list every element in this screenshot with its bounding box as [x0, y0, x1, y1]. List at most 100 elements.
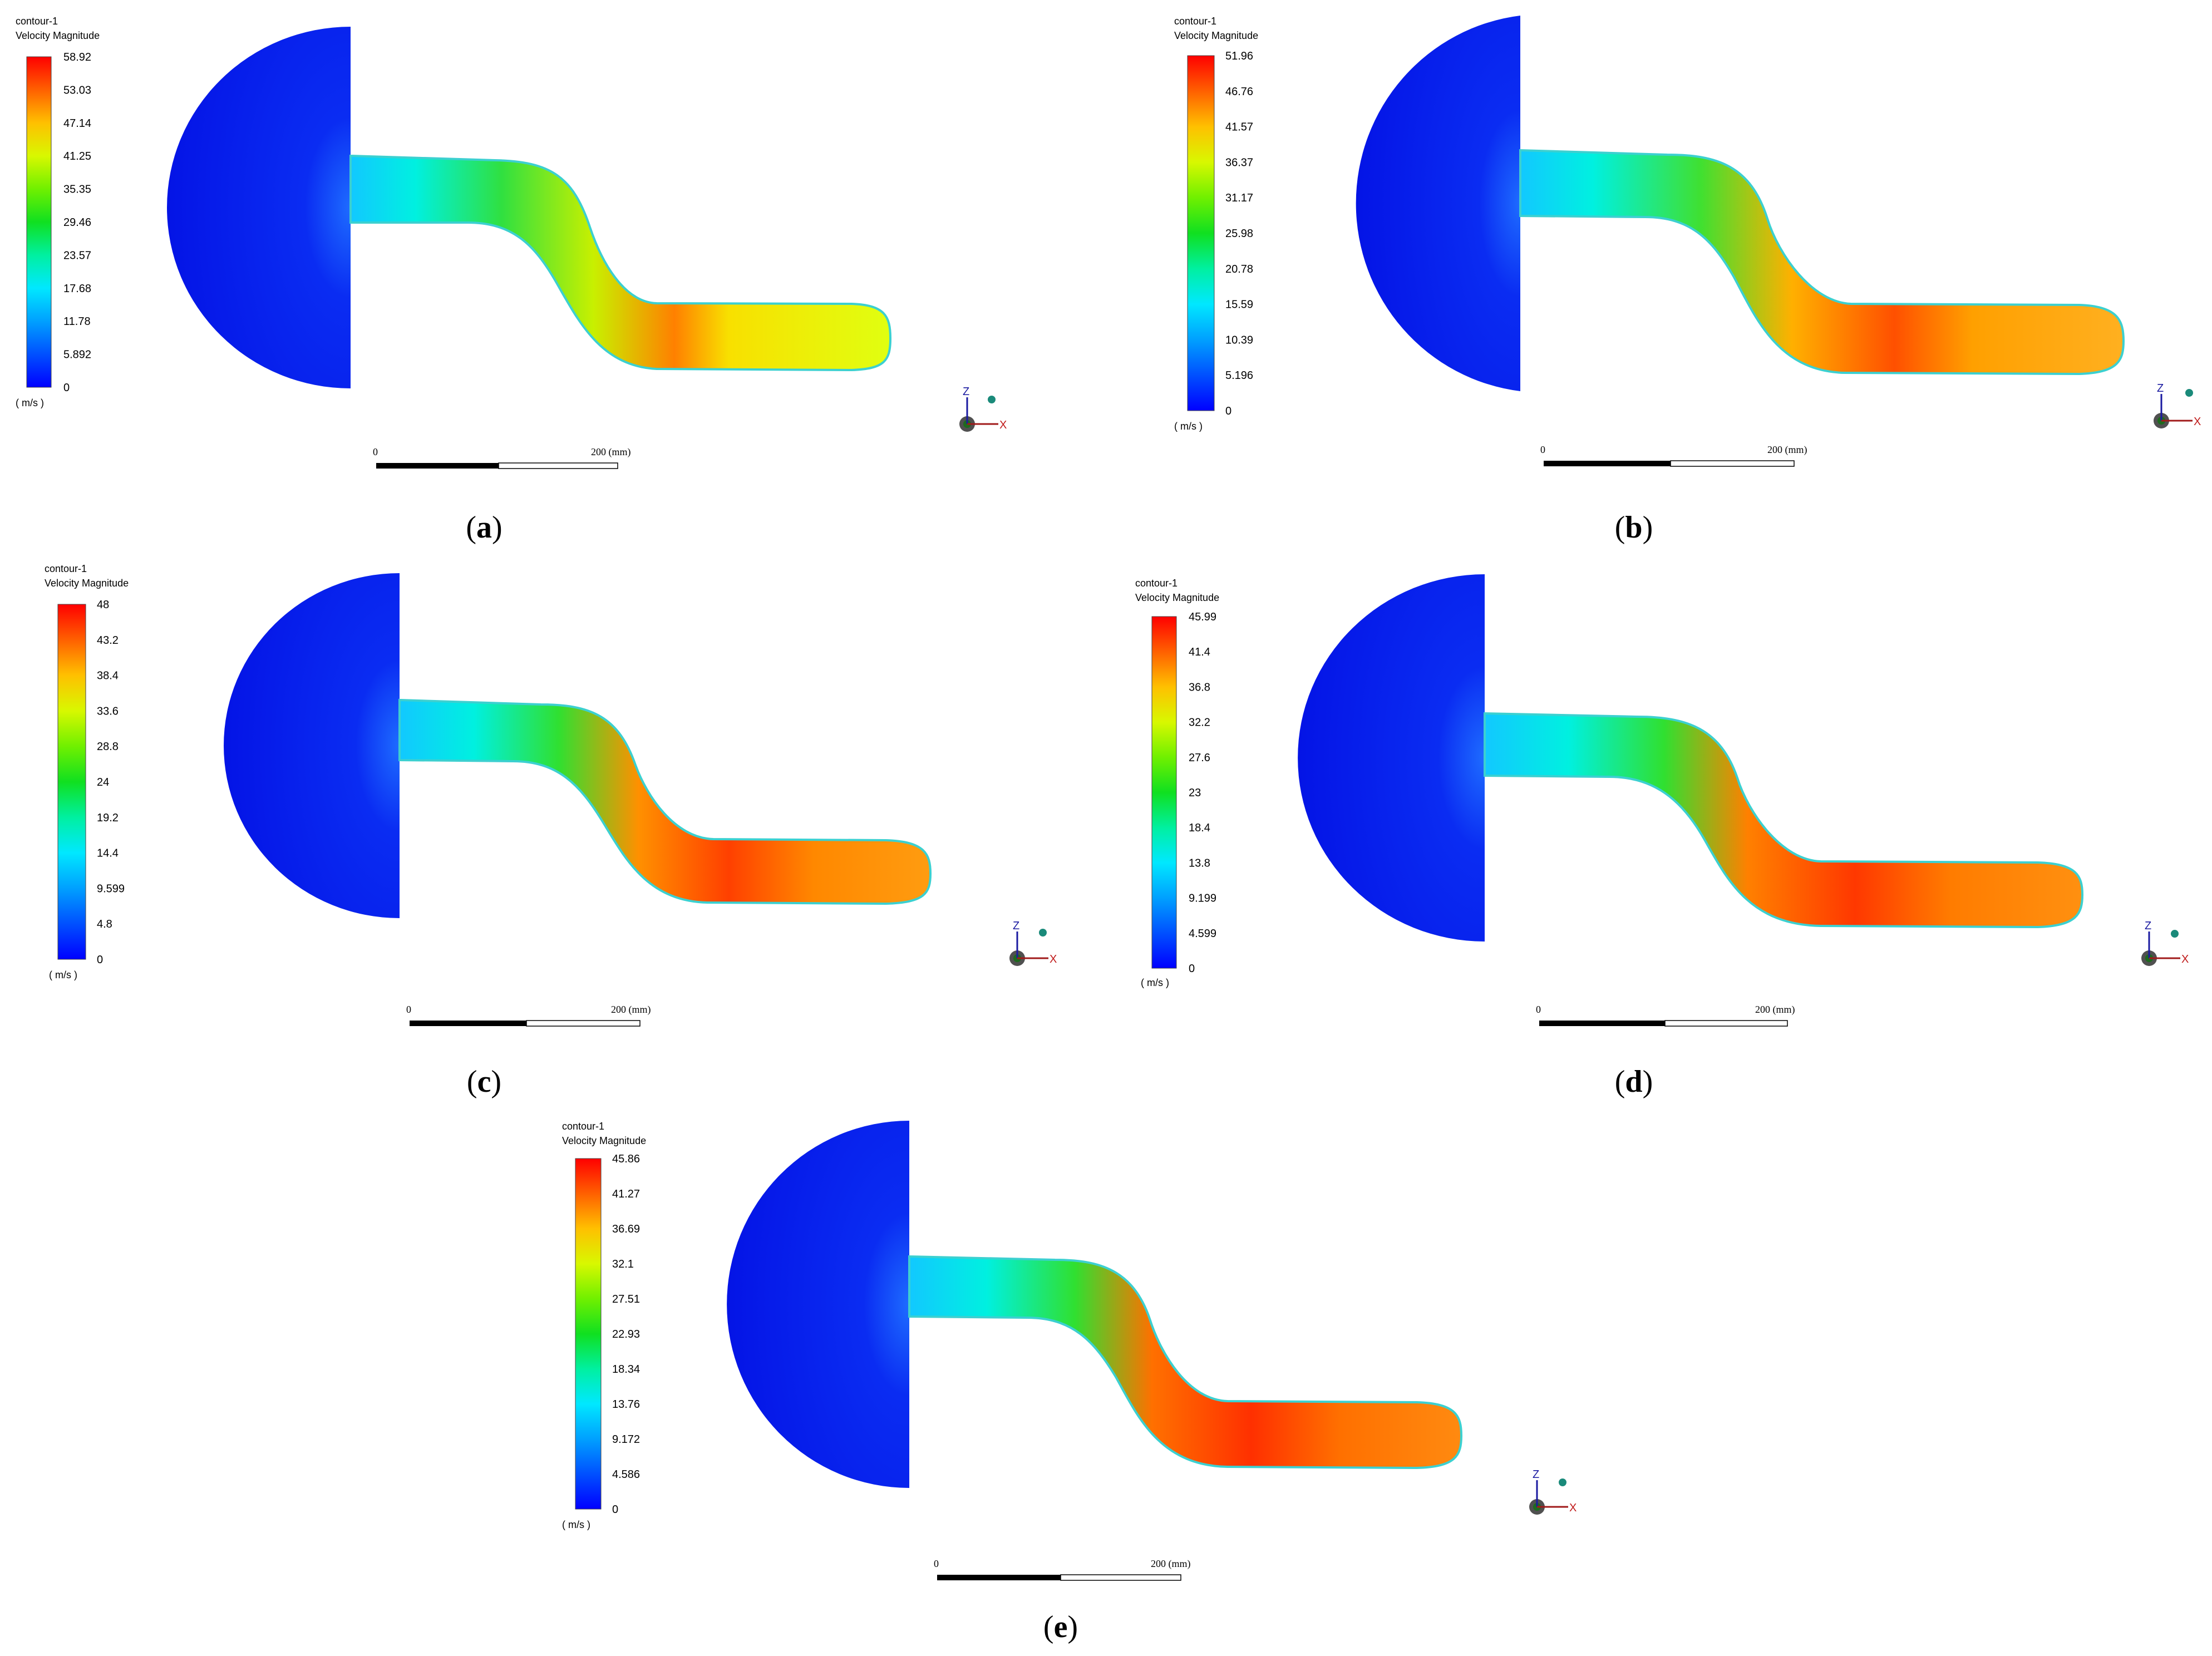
legend-tick-label: 5.196	[1225, 369, 1253, 382]
scale-label-length: 200 (mm)	[591, 446, 631, 458]
duct-geometry	[1356, 16, 2125, 391]
legend-tick-label: 31.17	[1225, 192, 1253, 204]
scale-label-zero: 0	[1540, 444, 1545, 455]
duct-geometry	[224, 573, 932, 918]
legend-tick-label: 17.68	[63, 283, 91, 295]
legend-unit: ( m/s )	[1141, 977, 1169, 988]
legend-tick-label: 27.51	[612, 1293, 640, 1305]
scale-label-length: 200 (mm)	[1151, 1558, 1191, 1570]
legend-tick-label: 18.34	[612, 1363, 640, 1376]
legend-tick-label: 9.599	[97, 883, 125, 895]
legend-tick-label: 4.599	[1189, 928, 1216, 940]
duct-geometry	[727, 1121, 1463, 1488]
legend-tick-label: 23.57	[63, 249, 91, 262]
legend-tick-label: 5.892	[63, 349, 91, 361]
legend-tick-label: 41.57	[1225, 121, 1253, 134]
scale-label-zero: 0	[934, 1558, 939, 1569]
legend-tick-label: 32.1	[612, 1258, 634, 1270]
legend-tick-label: 38.4	[97, 670, 119, 682]
legend-tick-label: 53.03	[63, 84, 91, 96]
axis-label-x: X	[1050, 953, 1057, 965]
legend-unit: ( m/s )	[562, 1519, 590, 1530]
legend-tick-label: 47.14	[63, 117, 91, 130]
axis-label-z: Z	[1013, 920, 1019, 932]
legend-colorbar	[57, 604, 86, 960]
legend-contour-name: contour-1	[1135, 578, 1178, 589]
legend-tick-label: 41.25	[63, 150, 91, 162]
axis-label-x: X	[2194, 416, 2201, 428]
legend-tick-label: 48	[97, 599, 109, 611]
legend-tick-label: 0	[97, 954, 103, 966]
legend-tick-label: 23	[1189, 787, 1201, 799]
legend-tick-label: 10.39	[1225, 334, 1253, 346]
duct-geometry	[1298, 574, 2084, 942]
legend-tick-label: 4.8	[97, 918, 112, 930]
duct-flow-field	[1519, 149, 2125, 376]
scale-label-length: 200 (mm)	[1767, 444, 1807, 456]
axis-label-z: Z	[2157, 382, 2164, 395]
panel-b: contour-1 Velocity Magnitude 51.96 46.76 4…	[1174, 16, 2201, 545]
legend-tick-label: 0	[1225, 405, 1231, 417]
legend: contour-1 Velocity Magnitude 45.86 41.27 3…	[562, 1121, 646, 1530]
scale-bar: 0 200 (mm)	[406, 1004, 651, 1027]
legend-variable: Velocity Magnitude	[1174, 30, 1258, 41]
axis-label-x: X	[1569, 1502, 1577, 1514]
legend-contour-name: contour-1	[45, 563, 87, 574]
legend-variable: Velocity Magnitude	[1135, 592, 1219, 603]
legend-tick-label: 13.76	[612, 1398, 640, 1411]
legend-tick-label: 43.2	[97, 634, 119, 647]
legend-tick-label: 0	[612, 1504, 618, 1516]
legend-tick-label: 35.35	[63, 184, 91, 196]
legend: contour-1 Velocity Magnitude 48 43.2 38.4 3…	[45, 563, 129, 980]
scale-bar: 0 200 (mm)	[1536, 1004, 1795, 1027]
legend-tick-label: 22.93	[612, 1328, 640, 1340]
duct-flow-field	[1484, 712, 2084, 929]
legend-ticks: 45.99 41.4 36.8 32.2 27.6 23 18.4 13.8 9.199 4.59…	[1189, 611, 1216, 975]
legend-ticks: 58.92 53.03 47.14 41.25 35.35 29.46 23.57 17.68…	[63, 51, 91, 394]
legend-tick-label: 14.4	[97, 847, 119, 860]
axis-triad-icon: Z X	[1009, 920, 1057, 966]
plenum-half-disc	[1298, 574, 1485, 942]
legend-variable: Velocity Magnitude	[16, 30, 100, 41]
legend-tick-label: 18.4	[1189, 822, 1210, 834]
axis-triad-icon: Z X	[959, 386, 1007, 432]
axis-label-z: Z	[963, 386, 969, 398]
legend-tick-label: 32.2	[1189, 717, 1210, 729]
legend-contour-name: contour-1	[1174, 16, 1216, 27]
legend-contour-name: contour-1	[562, 1121, 604, 1132]
legend-unit: ( m/s )	[49, 969, 77, 980]
legend-variable: Velocity Magnitude	[562, 1135, 646, 1146]
axis-triad-icon: Z X	[2141, 920, 2189, 966]
legend-tick-label: 24	[97, 776, 109, 788]
duct-flow-field	[398, 698, 932, 905]
panel-c: contour-1 Velocity Magnitude 48 43.2 38.4 3…	[45, 563, 1057, 1099]
scale-label-zero: 0	[1536, 1004, 1541, 1015]
axis-label-x: X	[2181, 953, 2189, 965]
legend-tick-label: 15.59	[1225, 299, 1253, 311]
legend-tick-label: 13.8	[1189, 857, 1210, 869]
axis-triad-icon: Z X	[2154, 382, 2201, 428]
panel-d: contour-1 Velocity Magnitude 45.99 41.4 36…	[1135, 574, 2189, 1099]
duct-flow-field	[908, 1255, 1463, 1470]
panel-e: contour-1 Velocity Magnitude 45.86 41.27 3…	[562, 1121, 1577, 1644]
scale-label-zero: 0	[373, 446, 378, 457]
legend-tick-label: 29.46	[63, 216, 91, 229]
legend-tick-label: 45.99	[1189, 611, 1216, 623]
legend-tick-label: 25.98	[1225, 228, 1253, 240]
plenum-half-disc	[727, 1121, 909, 1488]
scale-bar: 0 200 (mm)	[373, 446, 631, 469]
plenum-half-disc	[167, 27, 351, 388]
axis-label-z: Z	[2145, 920, 2151, 932]
axis-triad-icon: Z X	[1529, 1468, 1577, 1515]
legend-colorbar	[575, 1158, 602, 1510]
scale-bar: 0 200 (mm)	[934, 1558, 1191, 1581]
legend-tick-label: 46.76	[1225, 86, 1253, 98]
legend-tick-label: 51.96	[1225, 50, 1253, 62]
legend-variable: Velocity Magnitude	[45, 578, 129, 589]
panel-caption: (d)	[1615, 1064, 1653, 1099]
legend-tick-label: 36.8	[1189, 681, 1210, 693]
legend-tick-label: 27.6	[1189, 752, 1210, 764]
panel-a: contour-1 Velocity Magnitude 58.92 53.03 4…	[16, 16, 1007, 545]
legend-tick-label: 19.2	[97, 812, 119, 824]
plenum-half-disc	[224, 573, 400, 918]
